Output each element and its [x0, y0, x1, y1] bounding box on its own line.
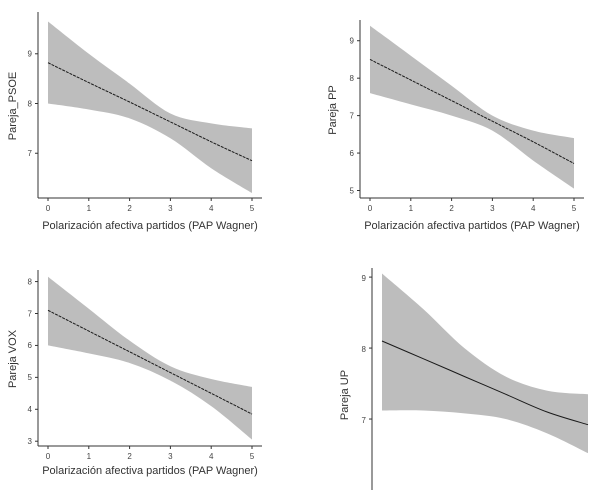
- x-tick-label: 0: [46, 452, 51, 461]
- x-tick-label: 0: [368, 204, 373, 213]
- y-ticks: 7 8 9: [362, 274, 372, 425]
- x-tick-label: 2: [127, 204, 132, 213]
- y-tick-label: 8: [362, 345, 367, 354]
- x-axis-title: Polarización afectiva partidos (PAP Wagn…: [42, 220, 258, 232]
- x-tick-label: 5: [572, 204, 577, 213]
- y-tick-label: 3: [28, 437, 33, 446]
- y-ticks: 5 6 7 8 9: [350, 37, 360, 195]
- y-tick-label: 5: [350, 186, 355, 195]
- x-ticks: 0 1 2 3 4 5: [46, 198, 255, 213]
- y-tick-label: 8: [28, 99, 33, 108]
- x-tick-label: 2: [449, 204, 454, 213]
- x-tick-label: 3: [168, 204, 173, 213]
- x-tick-label: 4: [209, 204, 214, 213]
- y-tick-label: 7: [362, 416, 367, 425]
- x-ticks: 0 1 2 3 4 5: [46, 446, 255, 461]
- x-tick-label: 1: [409, 204, 414, 213]
- x-tick-label: 0: [46, 204, 51, 213]
- y-ticks: 3 4 5 6 7 8: [28, 277, 38, 446]
- y-tick-label: 6: [28, 341, 33, 350]
- y-axis-title: Pareja PP: [327, 85, 339, 135]
- y-tick-label: 7: [28, 149, 33, 158]
- fit-line: [369, 58, 575, 164]
- y-tick-label: 6: [350, 149, 355, 158]
- x-tick-label: 3: [490, 204, 495, 213]
- x-tick-label: 3: [168, 452, 173, 461]
- confidence-band: [48, 21, 252, 193]
- x-axis-title: Polarización afectiva partidos (PAP Wagn…: [42, 465, 258, 477]
- y-tick-label: 7: [350, 111, 355, 120]
- y-tick-label: 9: [350, 37, 355, 46]
- y-tick-label: 8: [28, 277, 33, 286]
- y-tick-label: 5: [28, 373, 33, 382]
- panel-pareja-pp: 0 1 2 3 4 5 5 6 7 8 9 Polarización afectiva parti…: [327, 20, 584, 232]
- y-tick-label: 9: [28, 50, 33, 59]
- fit-line: [47, 309, 253, 415]
- panel-pareja-vox: 0 1 2 3 4 5 3 4 5 6 7 8 Polarización afectiva part…: [7, 270, 262, 477]
- x-tick-label: 1: [87, 452, 92, 461]
- panel-pareja-up: 7 8 9 Pareja UP: [339, 268, 589, 490]
- y-axis-title: Pareja VOX: [7, 329, 19, 388]
- y-ticks: 7 8 9: [28, 50, 38, 158]
- confidence-band: [382, 273, 588, 454]
- x-axis-title: Polarización afectiva partidos (PAP Wagn…: [364, 220, 580, 232]
- confidence-band: [48, 276, 252, 440]
- x-tick-label: 1: [87, 204, 92, 213]
- x-tick-label: 5: [250, 204, 255, 213]
- x-tick-label: 4: [209, 452, 214, 461]
- x-tick-label: 5: [250, 452, 255, 461]
- y-tick-label: 8: [350, 74, 355, 83]
- x-tick-label: 4: [531, 204, 536, 213]
- fit-line: [381, 340, 589, 426]
- x-tick-label: 2: [127, 452, 132, 461]
- confidence-band: [370, 25, 574, 189]
- x-ticks: 0 1 2 3 4 5: [368, 198, 577, 213]
- y-tick-label: 9: [362, 274, 367, 283]
- fit-line: [47, 62, 253, 162]
- y-tick-label: 7: [28, 309, 33, 318]
- panel-pareja-psoe: 0 1 2 3 4 5 7 8 9 Polarización afectiva partido…: [7, 12, 262, 232]
- y-axis-title: Pareja UP: [339, 370, 351, 420]
- y-tick-label: 4: [28, 405, 33, 414]
- y-axis-title: Pareja_PSOE: [7, 72, 19, 140]
